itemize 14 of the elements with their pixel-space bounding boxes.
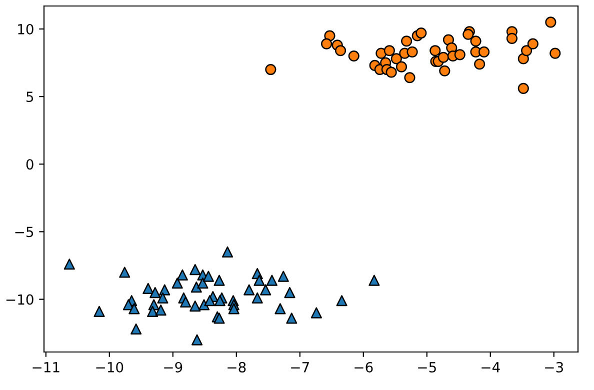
x-tick-label: −3: [545, 362, 563, 372]
y-tick-label: −5: [15, 226, 34, 238]
x-tick-label: −7: [291, 362, 309, 372]
y-tick-label: −10: [6, 294, 34, 305]
y-tick-label: 10: [18, 24, 34, 34]
y-tick-label: 0: [26, 159, 34, 170]
y-tick-label: 5: [26, 92, 34, 102]
x-tick-label: −10: [96, 362, 124, 372]
x-tick-label: −4: [482, 362, 500, 372]
x-tick-label: −6: [354, 362, 373, 372]
x-tick-label: −9: [164, 362, 182, 372]
x-tick-label: −8: [228, 362, 246, 372]
x-tick-label: −11: [32, 362, 60, 372]
x-tick-label: −5: [418, 362, 436, 372]
